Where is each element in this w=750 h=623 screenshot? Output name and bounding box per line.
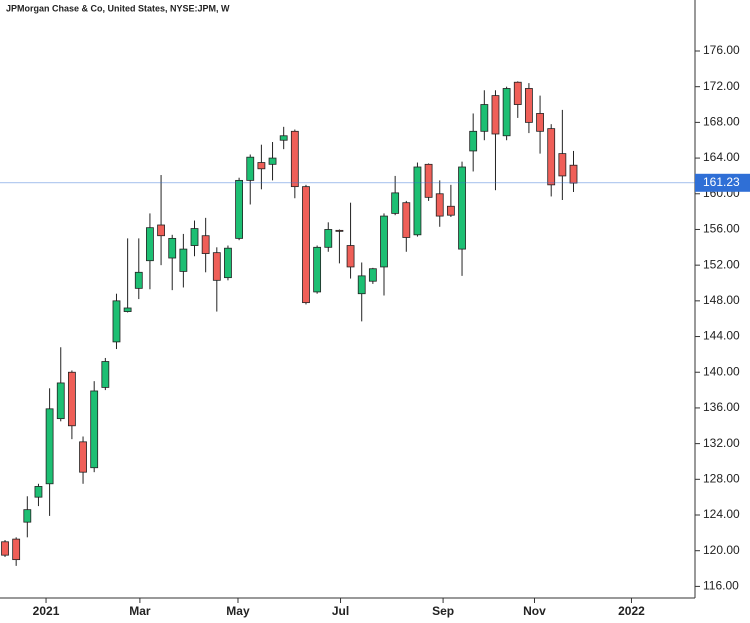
last-price-box (695, 173, 750, 192)
candle-body (402, 202, 411, 238)
y-tick-label: 132.00 (703, 436, 740, 450)
candle-body (268, 157, 277, 165)
candle-body (413, 166, 422, 236)
x-tick-label: Sep (432, 604, 454, 618)
candle-body (157, 224, 165, 237)
candle-body (246, 156, 255, 181)
candle-body (525, 88, 533, 123)
y-tick-label: 128.00 (703, 471, 740, 485)
candle-body (380, 215, 388, 268)
candle-body (224, 247, 232, 279)
candle-body (313, 246, 322, 293)
candle-body (491, 95, 500, 135)
candle-body (279, 135, 288, 141)
candle-body (212, 252, 221, 281)
y-tick-label: 168.00 (703, 115, 740, 129)
candle-body (302, 186, 310, 304)
candle-body (547, 128, 556, 186)
y-tick-label: 120.00 (703, 543, 740, 557)
chart-title: JPMorgan Chase & Co, United States, NYSE… (6, 3, 230, 13)
y-tick-label: 164.00 (703, 150, 740, 164)
y-tick-label: 156.00 (703, 222, 740, 236)
x-tick-label: Mar (129, 604, 151, 618)
candle-body (368, 268, 377, 282)
candle-body (469, 130, 478, 152)
x-tick-label: Jul (332, 604, 349, 618)
candle-body (201, 235, 210, 254)
last-price-label: 161.23 (703, 175, 740, 189)
x-tick-label: 2022 (618, 604, 645, 618)
candle-body (146, 227, 154, 262)
candle-body (391, 192, 400, 214)
candle-body (45, 408, 54, 485)
candle-body (480, 104, 489, 132)
candle-body (67, 371, 76, 427)
candle-body (134, 271, 143, 289)
candle-body (1, 541, 9, 556)
candle-body (458, 166, 466, 250)
candle-body (23, 509, 32, 523)
candle-body (335, 229, 344, 232)
candle-body (346, 245, 355, 268)
candle-body (79, 441, 87, 473)
candle-body (513, 81, 522, 105)
candle-body (235, 179, 243, 239)
candle-body (324, 229, 333, 248)
candle-body (435, 193, 444, 217)
candle-body (257, 162, 266, 170)
candle-body (179, 248, 188, 272)
candle-body (56, 382, 65, 420)
y-tick-label: 144.00 (703, 329, 740, 343)
y-tick-label: 136.00 (703, 400, 740, 414)
candle-body (101, 361, 110, 388)
candle-body (190, 228, 199, 246)
candle-body (90, 390, 99, 469)
candle-body (558, 153, 567, 177)
x-tick-label: May (226, 604, 250, 618)
y-tick-label: 172.00 (703, 79, 740, 93)
y-tick-label: 140.00 (703, 364, 740, 378)
candle-body (446, 205, 455, 216)
candle-body (424, 163, 433, 198)
candle-body (12, 538, 21, 561)
candle-body (502, 88, 511, 137)
x-tick-label: Nov (523, 604, 546, 618)
candle-body (290, 130, 299, 188)
candle-body (536, 113, 544, 132)
candle-body (168, 237, 177, 259)
candle-body (34, 486, 43, 498)
x-tick-label: 2021 (33, 604, 60, 618)
y-tick-label: 124.00 (703, 507, 740, 521)
candle-body (123, 307, 132, 312)
y-tick-label: 116.00 (703, 579, 739, 593)
y-tick-label: 152.00 (703, 257, 740, 271)
y-tick-label: 176.00 (703, 43, 740, 57)
candle-body (357, 275, 366, 295)
candle-body (569, 164, 578, 184)
candle-body (112, 300, 121, 343)
y-tick-label: 148.00 (703, 293, 740, 307)
